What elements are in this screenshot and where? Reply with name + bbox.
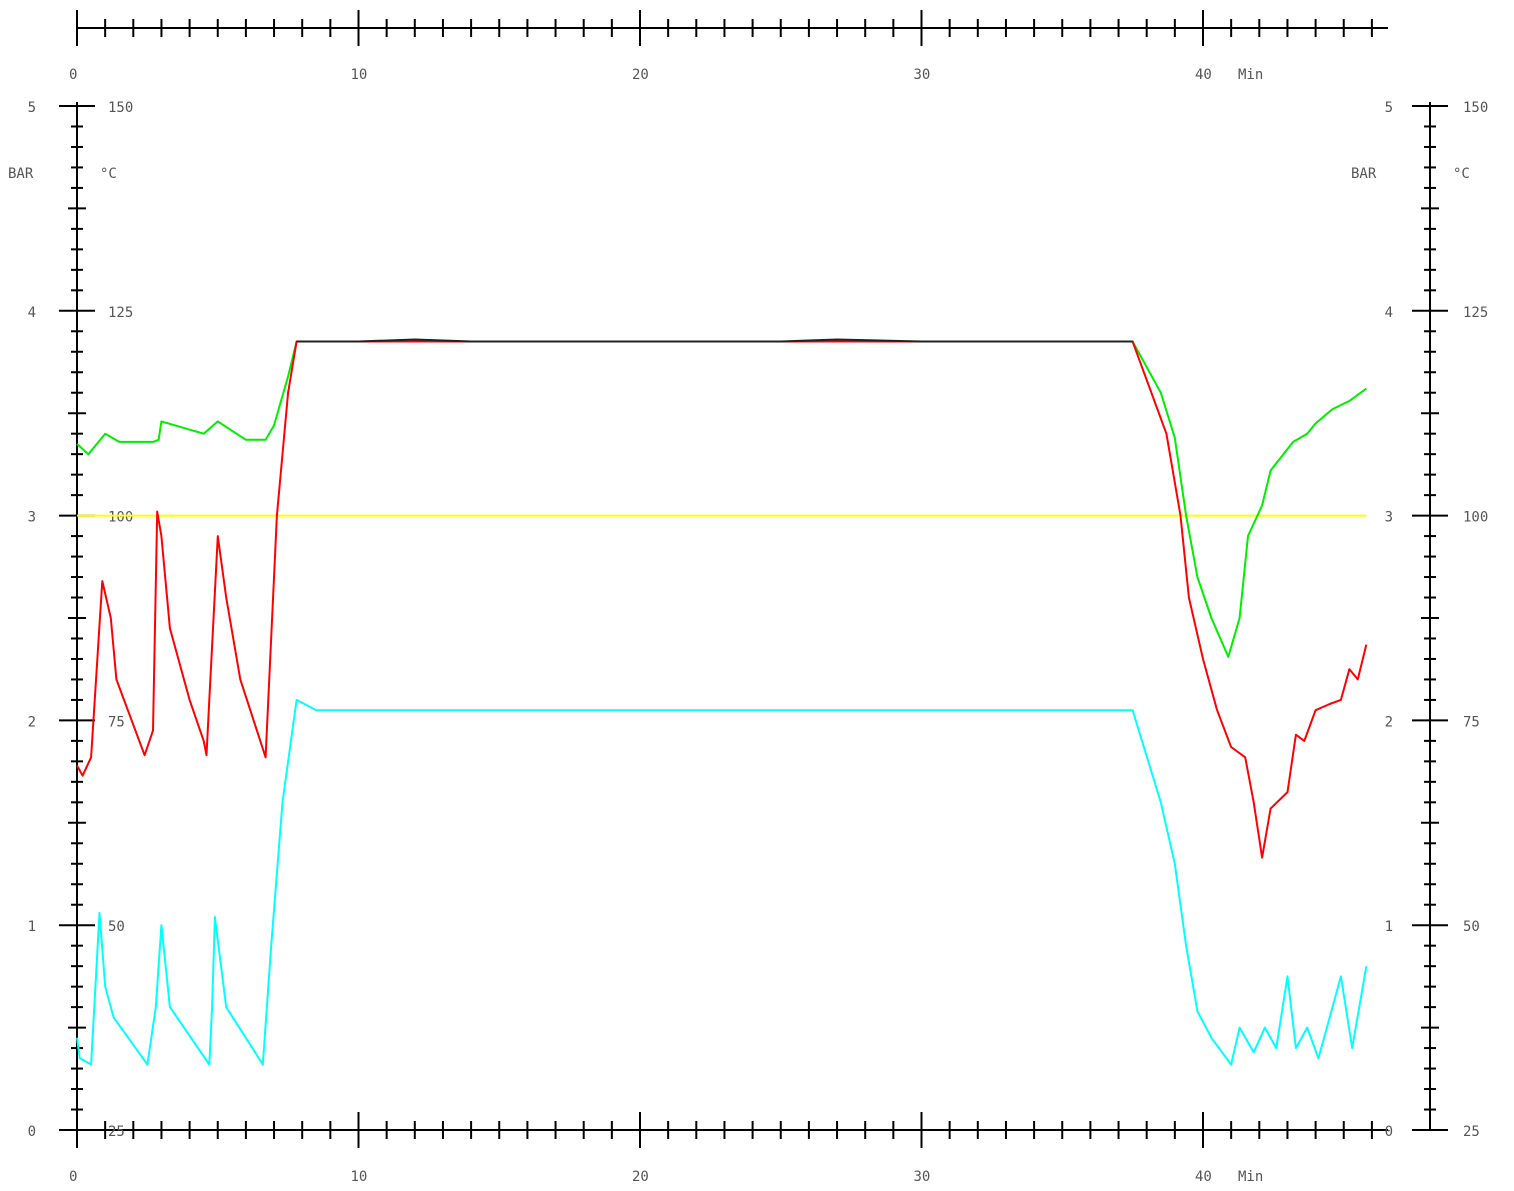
right-pressure-tick-label: 2 (1385, 714, 1393, 730)
left-temperature-tick-label: 150 (108, 100, 133, 116)
series-line-2 (76, 340, 1368, 859)
left-pressure-tick-label: 3 (28, 510, 36, 526)
left-temperature-tick-label: 100 (108, 510, 133, 526)
right-pressure-tick-label: 0 (1385, 1124, 1393, 1140)
bottom-x-tick-label: 0 (69, 1169, 77, 1185)
left-temperature-tick-label: 25 (108, 1124, 125, 1140)
right-temperature-tick-label: 150 (1463, 100, 1488, 116)
left-pressure-unit: BAR (8, 166, 34, 182)
top-x-tick-label: 30 (914, 67, 931, 83)
series-group (76, 338, 1368, 1066)
top-x-tick-label: 40 (1195, 67, 1212, 83)
right-temperature-tick-label: 25 (1463, 1124, 1480, 1140)
right-temperature-tick-label: 50 (1463, 919, 1480, 935)
right-pressure-unit: BAR (1351, 166, 1377, 182)
right-pressure-tick-label: 5 (1385, 100, 1393, 116)
left-temperature-tick-label: 50 (108, 919, 125, 935)
left-pressure-tick-label: 1 (28, 919, 36, 935)
right-temperature-tick-label: 75 (1463, 714, 1480, 730)
bottom-x-tick-label: 10 (351, 1169, 368, 1185)
axis-labels: BAR °C BAR °C Min Min 0 10 20 30 400 10 20 30 40… (8, 67, 1488, 1185)
left-pressure-tick-label: 2 (28, 714, 36, 730)
right-pressure-tick-label: 3 (1385, 510, 1393, 526)
bottom-x-tick-label: 30 (914, 1169, 931, 1185)
bottom-x-tick-label: 40 (1195, 1169, 1212, 1185)
left-pressure-tick-label: 0 (28, 1124, 36, 1140)
left-temperature-unit: °C (100, 166, 117, 182)
axes (59, 10, 1448, 1148)
top-x-tick-label: 20 (632, 67, 649, 83)
top-x-unit: Min (1238, 67, 1263, 83)
series-line-3 (76, 698, 1368, 1066)
left-pressure-tick-label: 4 (28, 305, 36, 321)
bottom-x-unit: Min (1238, 1169, 1263, 1185)
right-temperature-tick-label: 100 (1463, 510, 1488, 526)
series-line-4 (296, 338, 1133, 343)
top-x-tick-label: 10 (351, 67, 368, 83)
left-temperature-tick-label: 75 (108, 714, 125, 730)
series-line-1 (76, 340, 1367, 658)
right-temperature-tick-label: 125 (1463, 305, 1488, 321)
top-x-tick-label: 0 (69, 67, 77, 83)
left-pressure-tick-label: 5 (28, 100, 36, 116)
right-pressure-tick-label: 1 (1385, 919, 1393, 935)
bottom-x-tick-label: 20 (632, 1169, 649, 1185)
right-pressure-tick-label: 4 (1385, 305, 1393, 321)
right-temperature-unit: °C (1453, 166, 1470, 182)
left-temperature-tick-label: 125 (108, 305, 133, 321)
